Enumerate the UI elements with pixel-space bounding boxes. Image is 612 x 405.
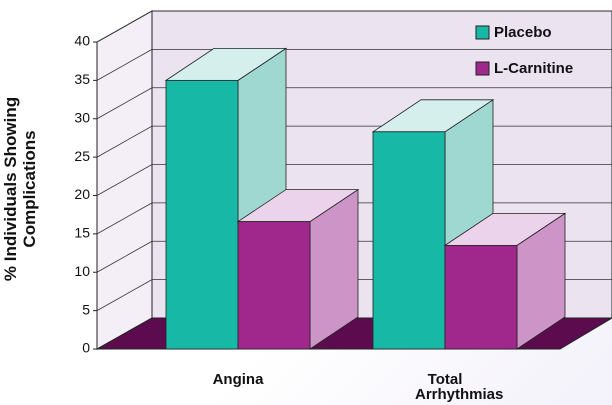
legend-swatch [475, 25, 490, 40]
y-tick-label: 20 [74, 186, 90, 202]
y-tick-label: 5 [82, 301, 90, 317]
bar [165, 79, 239, 350]
x-tick-label: Total Arrhythmias [415, 371, 504, 403]
legend-label: L-Carnitine [494, 60, 573, 77]
grid-line [96, 202, 153, 235]
grid-line [96, 49, 153, 81]
y-axis-label: % Individuals Showing Complications [1, 96, 39, 282]
grid-line [96, 240, 153, 273]
y-tick-label: 10 [74, 263, 90, 279]
x-tick-label: Angina [212, 371, 264, 388]
grid-line [96, 10, 153, 43]
y-tick-label: 40 [74, 33, 90, 49]
grid-line [96, 164, 153, 196]
grid-line [96, 279, 153, 311]
grid-line [96, 125, 153, 158]
legend-label: Placebo [494, 24, 552, 41]
y-tick-label: 30 [74, 109, 90, 125]
bar [237, 221, 311, 350]
bar [444, 244, 518, 350]
y-tick-label: 0 [82, 340, 90, 356]
y-tick-label: 25 [74, 148, 90, 164]
legend-swatch [475, 61, 490, 76]
grid-line [96, 87, 153, 120]
y-tick-label: 35 [74, 71, 90, 87]
y-tick-label: 15 [74, 225, 90, 241]
bar [372, 131, 446, 350]
